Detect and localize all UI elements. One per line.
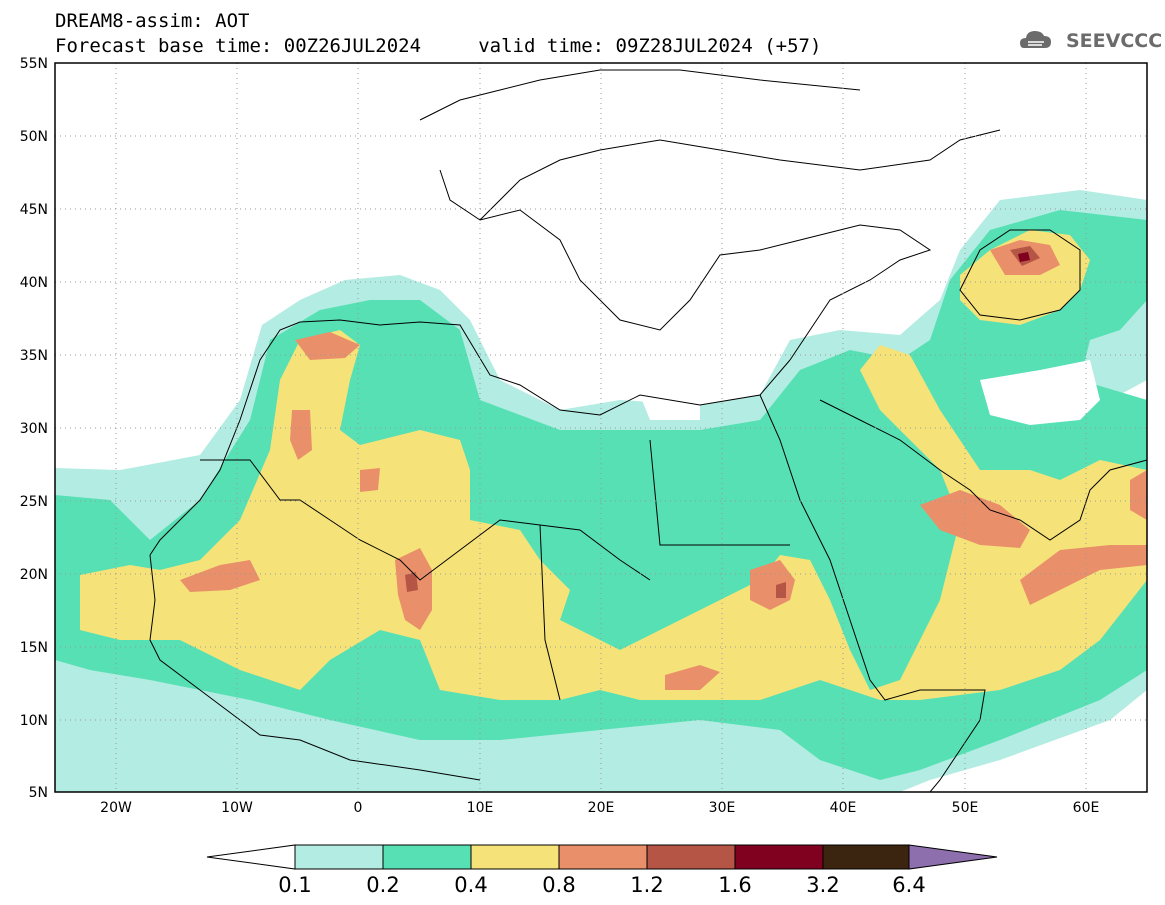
colorbar-swatch — [822, 844, 910, 870]
cloud-icon — [1020, 31, 1051, 48]
colorbar-swatch — [646, 844, 736, 870]
lat-label: 40N — [20, 275, 48, 291]
colorbar-swatch — [734, 844, 824, 870]
logo-text: SEEVCCC — [1066, 30, 1163, 52]
colorbar-swatch — [558, 844, 648, 870]
colorbar: 0.1 0.2 0.4 0.8 1.2 1.6 3.2 6.4 — [206, 844, 998, 897]
colorbar-label: 0.4 — [454, 873, 487, 897]
lon-axis: 20W 10W 0 10E 20E 30E 40E 50E 60E — [100, 800, 1099, 816]
lat-label: 35N — [20, 348, 48, 364]
coastlines — [149, 69, 1147, 792]
lon-label: 60E — [1073, 800, 1100, 816]
lon-label: 40E — [830, 800, 857, 816]
colorbar-low-arrow — [206, 844, 296, 870]
aot-band-0.8-g — [665, 665, 720, 690]
lat-label: 5N — [29, 785, 48, 801]
aot-contours — [55, 190, 1147, 792]
gridlines — [55, 63, 1147, 792]
colorbar-label: 6.4 — [892, 873, 925, 897]
aot-band-0.8-e — [360, 468, 380, 492]
aot-band-1.2-a — [405, 572, 418, 592]
aot-band-1.6-a — [1018, 252, 1030, 262]
aot-clear-b — [640, 395, 700, 420]
lon-label: 20W — [100, 800, 132, 816]
lat-label: 10N — [20, 713, 48, 729]
lat-label: 45N — [20, 202, 48, 218]
aot-band-0.8-d — [290, 410, 312, 460]
lon-label: 0 — [354, 800, 363, 816]
lon-label: 50E — [952, 800, 979, 816]
map-title: DREAM8-assim: AOT — [55, 10, 250, 32]
aot-band-0.8-c — [295, 332, 360, 360]
lon-label: 20E — [588, 800, 615, 816]
lat-label: 15N — [20, 640, 48, 656]
colorbar-swatch — [294, 844, 384, 870]
lon-label: 10W — [221, 800, 253, 816]
aot-band-1.2-c — [776, 582, 786, 598]
lat-label: 30N — [20, 421, 48, 437]
lat-label: 25N — [20, 494, 48, 510]
lat-label: 50N — [20, 129, 48, 145]
colorbar-label: 1.2 — [630, 873, 663, 897]
aot-band-0.8-h — [920, 490, 1030, 548]
aot-band-0.8-a — [180, 560, 260, 592]
colorbar-label: 0.1 — [278, 873, 311, 897]
lat-label: 20N — [20, 567, 48, 583]
colorbar-label: 0.2 — [366, 873, 399, 897]
lat-label: 55N — [20, 56, 48, 72]
aot-band-0.8-k — [1130, 470, 1147, 520]
colorbar-high-arrow — [908, 844, 998, 870]
aot-clear-a — [980, 360, 1100, 425]
lon-label: 30E — [709, 800, 736, 816]
colorbar-swatch — [470, 844, 560, 870]
colorbar-swatch — [382, 844, 472, 870]
colorbar-label: 3.2 — [806, 873, 839, 897]
map-frame — [54, 62, 1148, 793]
aot-band-0.8-i — [1020, 545, 1147, 605]
lon-label: 10E — [467, 800, 494, 816]
lat-axis: 55N 50N 45N 40N 35N 30N 25N 20N 15N 10N … — [20, 56, 48, 801]
forecast-time-line: Forecast base time: 00Z26JUL2024 valid t… — [55, 35, 822, 57]
colorbar-label: 1.6 — [718, 873, 751, 897]
aot-band-0.4 — [80, 330, 1147, 700]
colorbar-label: 0.8 — [542, 873, 575, 897]
